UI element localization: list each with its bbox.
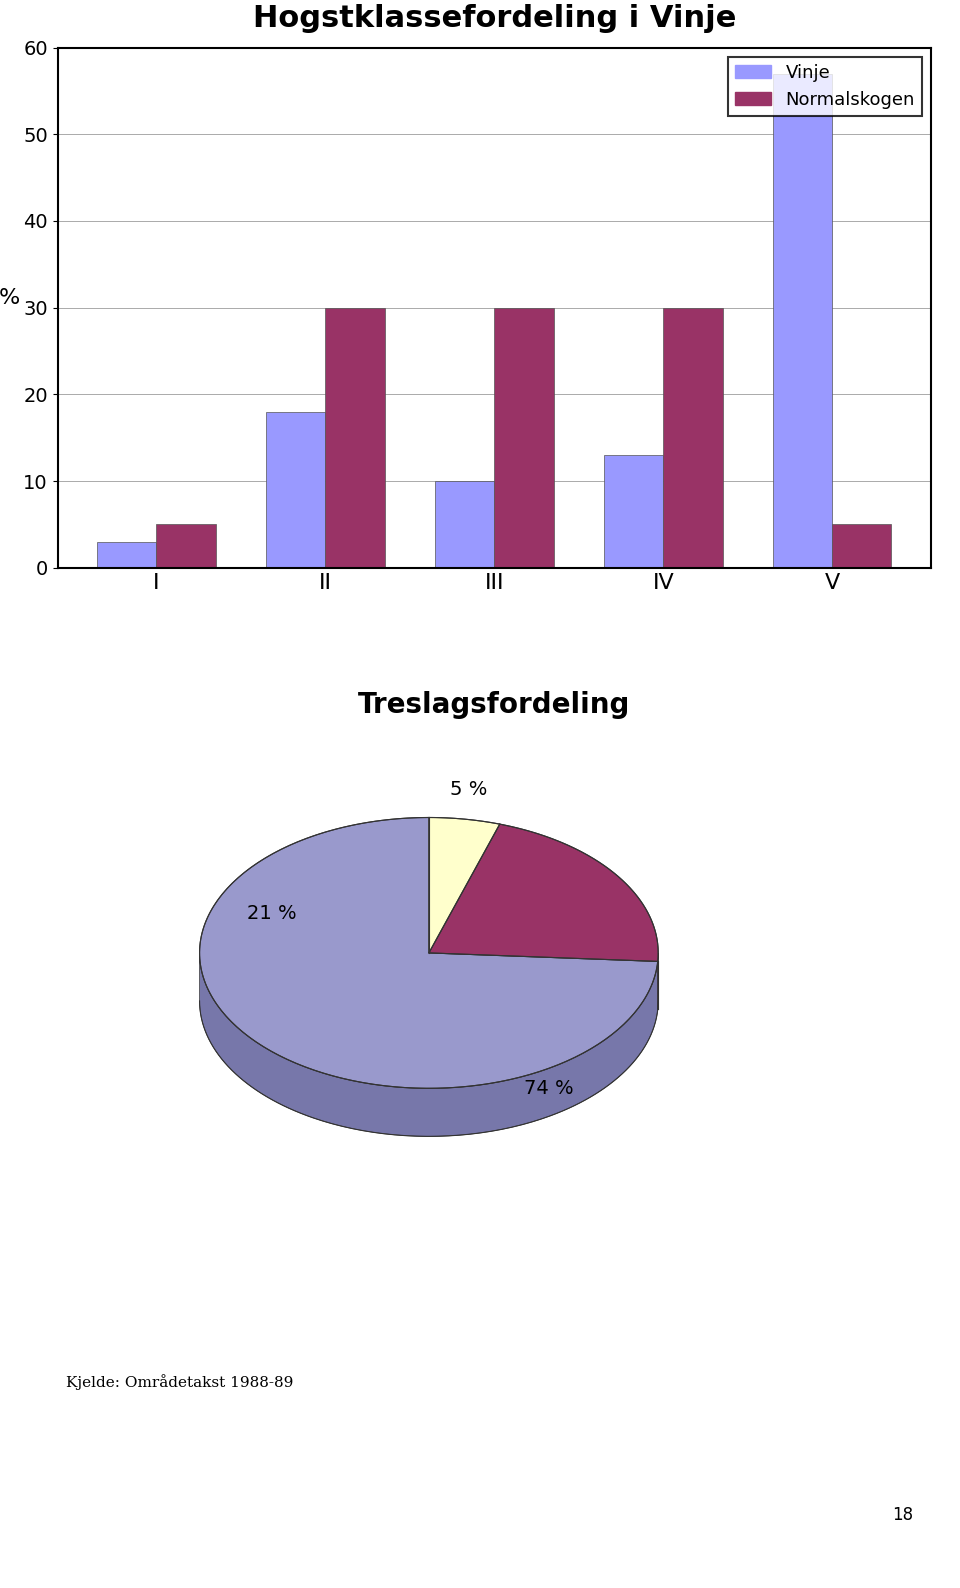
Polygon shape xyxy=(429,818,500,953)
Polygon shape xyxy=(429,824,659,961)
Text: Kjelde: Områdetakst 1988-89: Kjelde: Områdetakst 1988-89 xyxy=(66,1375,294,1391)
Text: 5 %: 5 % xyxy=(449,780,487,799)
Text: 74 %: 74 % xyxy=(524,1078,574,1097)
Text: 18: 18 xyxy=(893,1505,914,1524)
Text: 21 %: 21 % xyxy=(247,904,297,923)
Bar xyxy=(604,456,663,567)
Bar xyxy=(266,411,325,567)
Title: Treslagsfordeling: Treslagsfordeling xyxy=(358,691,631,719)
Polygon shape xyxy=(200,953,658,1137)
Bar xyxy=(663,308,723,567)
Bar xyxy=(494,308,554,567)
Legend: Vinje, Normalskogen: Vinje, Normalskogen xyxy=(728,57,923,116)
Y-axis label: %: % xyxy=(0,287,20,308)
Title: Hogstklassefordeling i Vinje: Hogstklassefordeling i Vinje xyxy=(252,3,736,33)
Bar xyxy=(773,73,832,567)
Bar xyxy=(325,308,385,567)
Bar xyxy=(97,542,156,567)
Bar xyxy=(156,524,216,567)
Polygon shape xyxy=(200,818,658,1088)
Bar xyxy=(435,481,494,567)
Bar xyxy=(832,524,892,567)
